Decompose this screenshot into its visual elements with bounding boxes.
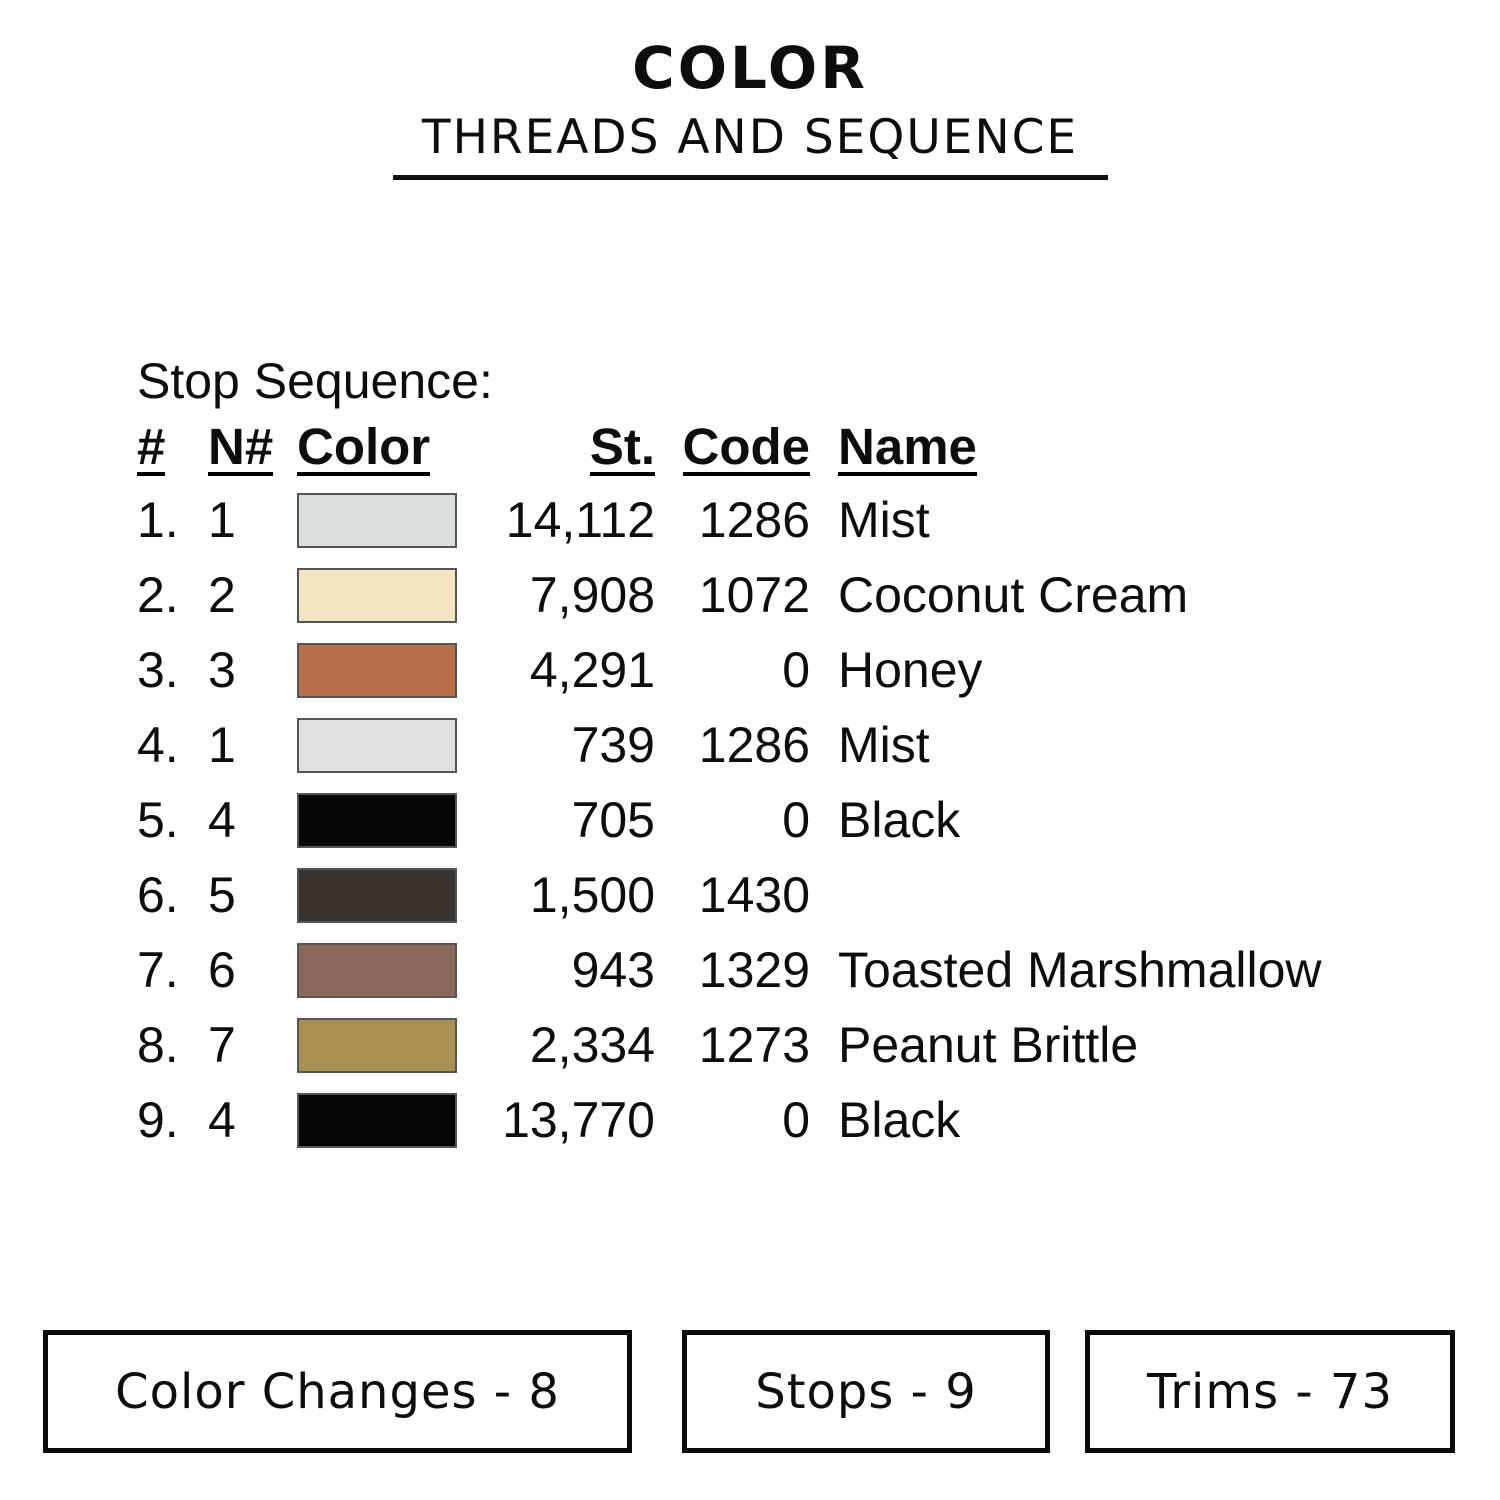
stops-box: Stops - 9 [682, 1330, 1050, 1453]
name-cell: Mist [838, 717, 930, 773]
seq-cell: 6. [137, 867, 179, 923]
color-swatch [297, 718, 457, 773]
thread-number-cell: 1 [208, 492, 236, 548]
col-header-name: Name [838, 418, 977, 476]
thread-number-cell: 5 [208, 867, 236, 923]
name-cell: Black [838, 1092, 961, 1148]
name-cell: Coconut Cream [838, 567, 1189, 623]
color-changes-box: Color Changes - 8 [43, 1330, 632, 1453]
code-cell: 1286 [698, 492, 810, 548]
code-cell: 1273 [698, 1017, 810, 1073]
color-swatch [297, 868, 457, 923]
table-row: 7. 6 943 1329 Toasted Marshmallow [137, 943, 1467, 998]
thread-number-cell: 3 [208, 642, 236, 698]
code-cell: 0 [782, 1092, 810, 1148]
stitch-count-cell: 7,908 [529, 567, 655, 623]
table-row: 8. 7 2,334 1273 Peanut Brittle [137, 1018, 1467, 1073]
seq-cell: 8. [137, 1017, 179, 1073]
stop-sequence-label: Stop Sequence: [137, 353, 493, 409]
thread-number-cell: 2 [208, 567, 236, 623]
table-row: 6. 5 1,500 1430 [137, 868, 1467, 923]
col-header-code: Code [682, 418, 810, 476]
color-swatch [297, 1018, 457, 1073]
name-cell: Mist [838, 492, 930, 548]
table-header-row: # N# Color St. Code Name [137, 421, 1467, 476]
seq-cell: 3. [137, 642, 179, 698]
name-cell: Peanut Brittle [838, 1017, 1139, 1073]
page-title: COLOR [632, 34, 868, 102]
thread-number-cell: 4 [208, 792, 236, 848]
seq-cell: 7. [137, 942, 179, 998]
table-row: 5. 4 705 0 Black [137, 793, 1467, 848]
stitch-count-cell: 4,291 [529, 642, 655, 698]
thread-number-cell: 7 [208, 1017, 236, 1073]
thread-number-cell: 6 [208, 942, 236, 998]
stitch-count-cell: 13,770 [502, 1092, 655, 1148]
table-row: 1. 1 14,112 1286 Mist [137, 493, 1467, 548]
stops-label: Stops - 9 [755, 1363, 977, 1420]
table-row: 3. 3 4,291 0 Honey [137, 643, 1467, 698]
stitch-count-cell: 705 [571, 792, 655, 848]
code-cell: 0 [782, 642, 810, 698]
thread-number-cell: 4 [208, 1092, 236, 1148]
color-swatch [297, 793, 457, 848]
color-swatch [297, 643, 457, 698]
color-swatch [297, 493, 457, 548]
code-cell: 0 [782, 792, 810, 848]
page-header: COLOR THREADS AND SEQUENCE [0, 34, 1500, 181]
trims-label: Trims - 73 [1146, 1363, 1393, 1420]
table-row: 9. 4 13,770 0 Black [137, 1093, 1467, 1148]
seq-cell: 9. [137, 1092, 179, 1148]
color-swatch [297, 1093, 457, 1148]
stitch-count-cell: 14,112 [505, 492, 655, 548]
color-swatch [297, 943, 457, 998]
stitch-count-cell: 943 [571, 942, 655, 998]
name-cell [810, 868, 1467, 923]
code-cell: 1329 [698, 942, 810, 998]
table-row: 2. 2 7,908 1072 Coconut Cream [137, 568, 1467, 623]
trims-box: Trims - 73 [1085, 1330, 1455, 1453]
col-header-thread-number: N# [208, 418, 274, 476]
col-header-color: Color [297, 418, 431, 476]
color-swatch [297, 568, 457, 623]
stitch-count-cell: 739 [571, 717, 655, 773]
stitch-count-cell: 1,500 [529, 867, 655, 923]
code-cell: 1286 [698, 717, 810, 773]
seq-cell: 2. [137, 567, 179, 623]
color-changes-label: Color Changes - 8 [115, 1363, 560, 1420]
title-underline [392, 175, 1108, 181]
col-header-stitches: St. [589, 418, 655, 476]
name-cell: Honey [838, 642, 983, 698]
col-header-seq: # [137, 418, 166, 476]
seq-cell: 5. [137, 792, 179, 848]
thread-number-cell: 1 [208, 717, 236, 773]
page-subtitle: THREADS AND SEQUENCE [421, 109, 1079, 165]
table-row: 4. 1 739 1286 Mist [137, 718, 1467, 773]
code-cell: 1072 [698, 567, 810, 623]
stitch-count-cell: 2,334 [529, 1017, 655, 1073]
code-cell: 1430 [698, 867, 810, 923]
stop-sequence-table: # N# Color St. Code Name 1. 1 14,112 128… [137, 421, 1467, 1168]
name-cell: Toasted Marshmallow [838, 942, 1322, 998]
seq-cell: 4. [137, 717, 179, 773]
name-cell: Black [838, 792, 961, 848]
seq-cell: 1. [137, 492, 179, 548]
